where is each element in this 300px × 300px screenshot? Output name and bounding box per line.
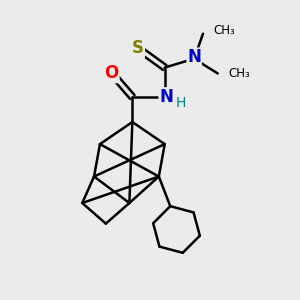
Text: N: N bbox=[187, 48, 201, 66]
Text: N: N bbox=[159, 88, 173, 106]
Text: CH₃: CH₃ bbox=[213, 24, 235, 37]
Text: H: H bbox=[176, 96, 186, 110]
Text: CH₃: CH₃ bbox=[228, 67, 250, 80]
Text: S: S bbox=[132, 39, 144, 57]
Text: O: O bbox=[105, 64, 119, 82]
